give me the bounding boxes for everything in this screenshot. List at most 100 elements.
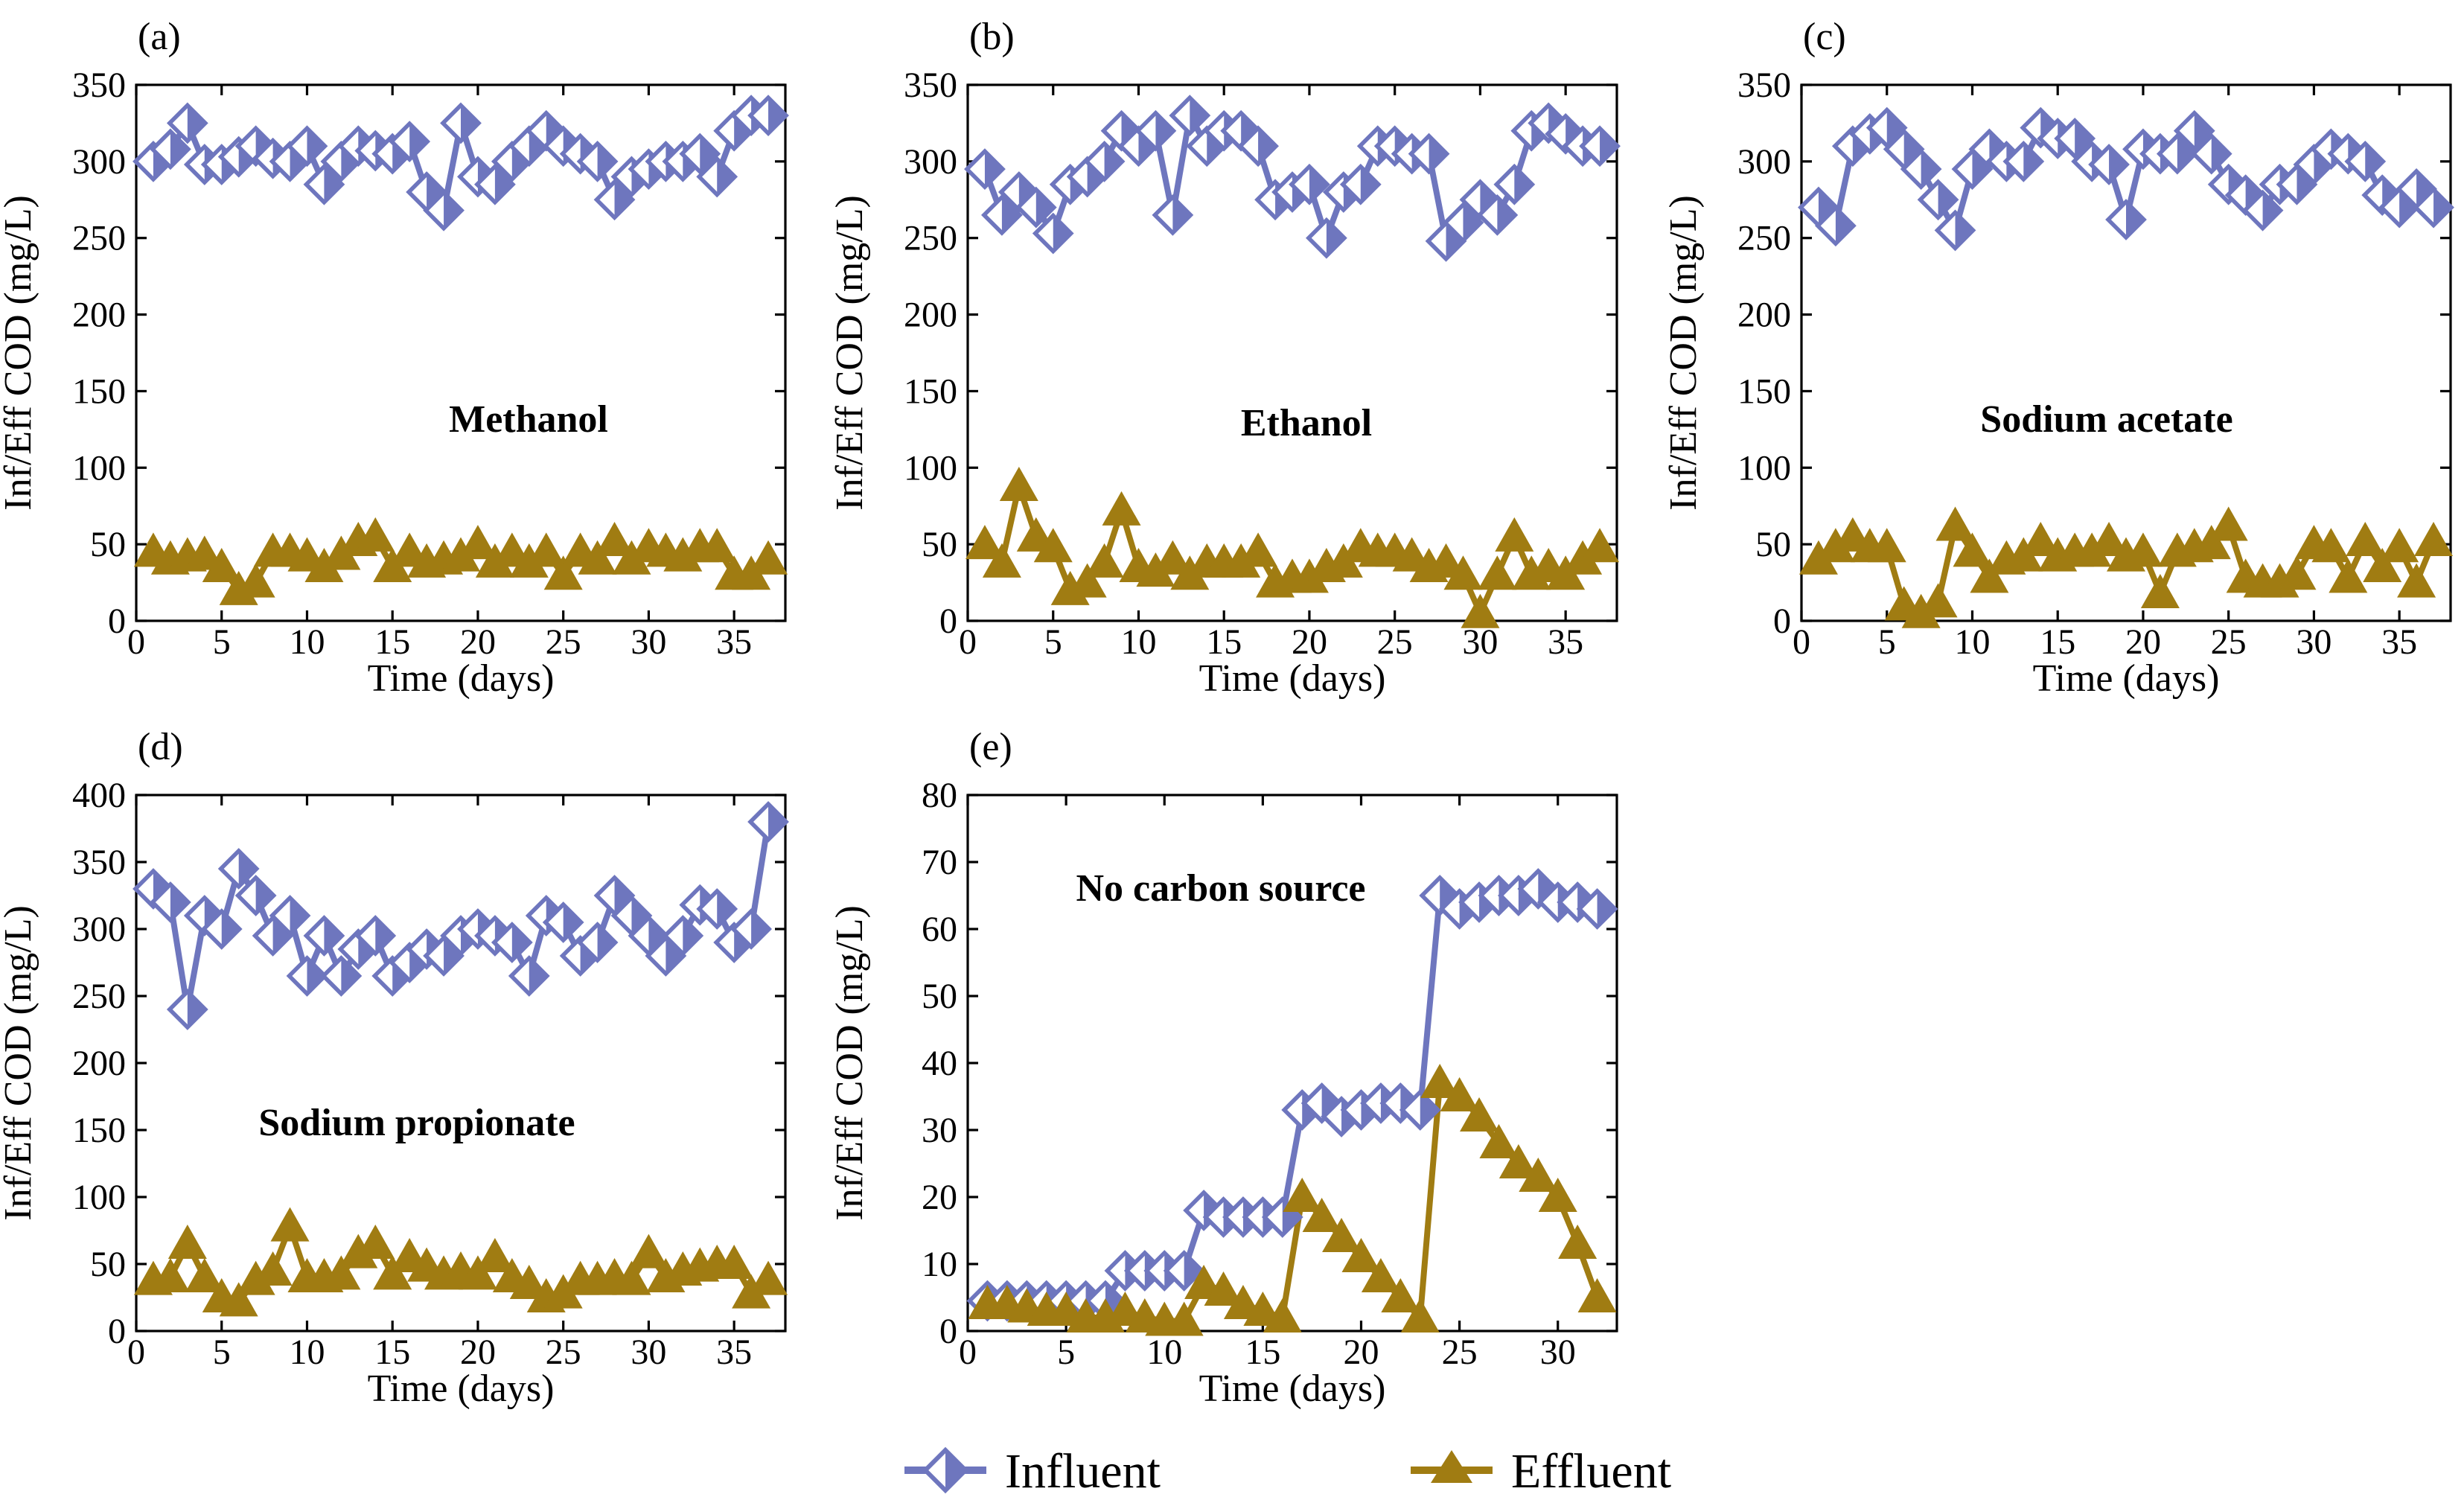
panel-letter: (c): [1803, 16, 1846, 58]
effluent-point: [2329, 558, 2368, 593]
effluent-point: [1867, 528, 1906, 563]
influent-point: [1408, 133, 1450, 175]
influent-point-fill: [1429, 135, 1447, 172]
influent-point: [1134, 109, 1177, 152]
x-tick-label: 0: [1793, 622, 1810, 662]
x-tick-label: 10: [289, 622, 325, 662]
influent-point-fill: [631, 898, 650, 933]
influent-point-fill: [2177, 135, 2195, 172]
influent-point-fill: [2416, 170, 2435, 207]
effluent-point: [2363, 548, 2402, 582]
panel-annotation: Sodium propionate: [258, 1102, 575, 1144]
panel-letter: (b): [969, 16, 1015, 58]
panel-letter: (e): [969, 726, 1012, 768]
influent-point-fill: [2126, 202, 2144, 238]
influent-point: [474, 163, 516, 205]
influent-point: [1900, 148, 1942, 191]
influent-point-fill: [1001, 197, 1020, 233]
y-tick-label: 200: [1737, 296, 1791, 335]
effluent-point: [1461, 593, 1500, 628]
influent-point-fill: [272, 918, 291, 954]
influent-point-fill: [170, 884, 188, 920]
influent-point-fill: [1463, 205, 1481, 241]
influent-point-fill: [427, 174, 445, 210]
influent-point: [747, 95, 789, 137]
y-tick-label: 300: [72, 910, 126, 949]
x-tick-label: 10: [1120, 622, 1156, 662]
y-tick-label: 200: [72, 1044, 126, 1083]
y-tick-label: 0: [939, 601, 957, 641]
influent-point-fill: [1446, 223, 1464, 259]
effluent-point: [509, 543, 549, 578]
effluent-point: [270, 1207, 310, 1242]
y-tick-label: 300: [72, 142, 126, 182]
influent-point: [389, 121, 431, 163]
effluent-point: [1239, 532, 1278, 567]
effluent-point: [1918, 583, 1958, 618]
effluent-point: [167, 1225, 207, 1259]
y-tick-label: 30: [922, 1111, 957, 1150]
influent-point-fill: [409, 124, 428, 160]
effluent-point: [2090, 522, 2129, 557]
effluent-point: [219, 1282, 258, 1317]
effluent-point: [1222, 543, 1261, 578]
influent-point-fill: [1172, 197, 1191, 233]
influent-point-fill: [2211, 135, 2230, 172]
legend-influent-label: Influent: [1005, 1444, 1161, 1499]
series-markers-influent: [964, 95, 1621, 262]
effluent-point: [1067, 563, 1107, 598]
x-tick-label: 35: [2381, 622, 2417, 662]
influent-point: [2190, 133, 2232, 175]
influent-point: [1493, 163, 1536, 205]
effluent-point: [1153, 540, 1193, 575]
effluent-point: [2397, 563, 2436, 598]
influent-point-fill: [375, 918, 394, 954]
y-tick-label: 150: [1737, 371, 1791, 411]
influent-point: [1917, 179, 1959, 221]
influent-point: [662, 915, 704, 957]
influent-point: [440, 102, 482, 144]
influent-point-fill: [2399, 189, 2418, 226]
effluent-point: [202, 548, 241, 582]
series-markers-effluent: [133, 517, 788, 605]
effluent-point: [1478, 555, 1517, 590]
influent-point-fill: [2194, 112, 2212, 149]
effluent-point: [1519, 1158, 1558, 1192]
y-tick-label: 250: [1737, 219, 1791, 258]
x-tick-label: 15: [374, 1333, 410, 1372]
effluent-point: [749, 540, 788, 575]
influent-point-fill: [717, 891, 735, 927]
influent-point: [2105, 199, 2147, 240]
x-tick-label: 15: [1206, 622, 1242, 662]
x-tick-label: 25: [1377, 622, 1413, 662]
y-tick-label: 100: [904, 448, 957, 488]
x-tick-label: 25: [546, 1333, 581, 1372]
influent-point: [1576, 888, 1618, 930]
effluent-point: [1495, 517, 1534, 552]
influent-point-fill: [1955, 212, 1973, 249]
influent-point: [1237, 125, 1279, 167]
x-tick-label: 20: [460, 1333, 496, 1372]
influent-point: [286, 955, 328, 997]
panel-annotation: No carbon source: [1076, 867, 1365, 910]
influent-point-fill: [307, 128, 325, 165]
influent-point: [1032, 212, 1074, 255]
effluent-point: [698, 528, 737, 563]
x-tick-label: 5: [1057, 1333, 1075, 1372]
y-tick-label: 250: [904, 219, 957, 258]
effluent-point: [2140, 573, 2180, 608]
y-tick-label: 250: [72, 977, 126, 1016]
effluent-point: [1443, 555, 1483, 590]
x-tick-label: 0: [127, 1333, 145, 1372]
effluent-point: [2346, 522, 2385, 557]
x-tick-label: 20: [460, 622, 496, 662]
legend: Influent Effluent: [904, 1444, 1671, 1499]
x-tick-label: 15: [2040, 622, 2075, 662]
panel-e: 0 5 10 15 20 25 30 0 10 20 30 40 50 60 70 80 Time (days)…: [829, 726, 1618, 1410]
influent-point-fill: [1818, 189, 1836, 226]
effluent-point: [253, 1251, 293, 1286]
effluent-point: [2072, 532, 2112, 567]
influent-point: [2241, 189, 2284, 232]
influent-point-fill: [597, 143, 616, 179]
